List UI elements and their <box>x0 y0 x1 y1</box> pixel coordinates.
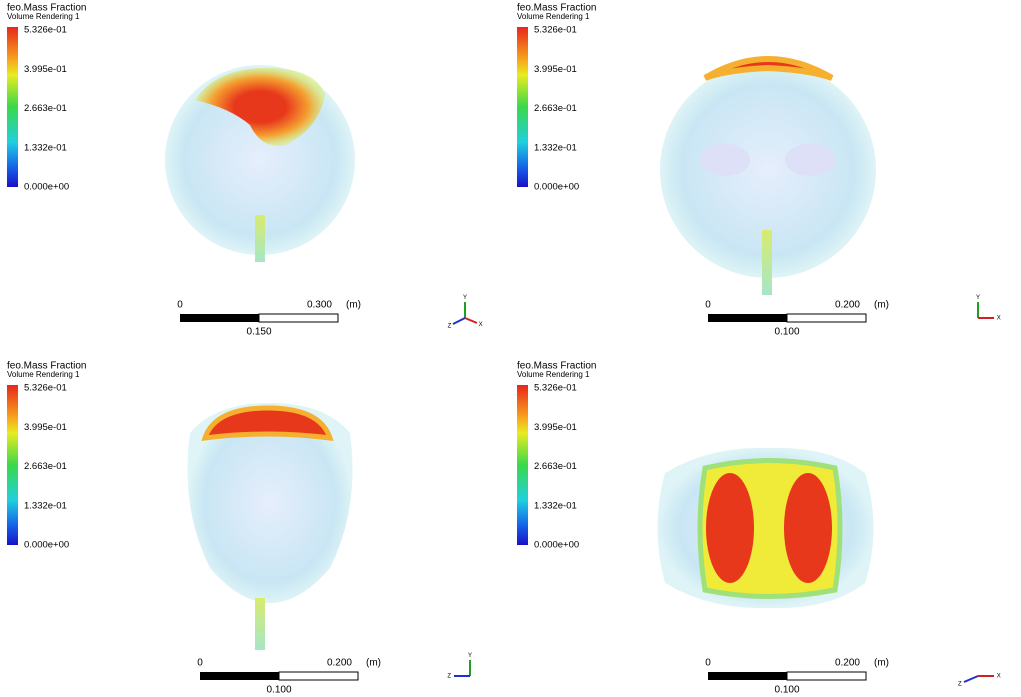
scale-end: 0.200 <box>835 300 860 311</box>
cloud <box>785 144 835 176</box>
scale-bar-white <box>259 314 338 322</box>
legend-label: 2.663e-01 <box>24 103 67 114</box>
inlet <box>762 230 772 295</box>
scale-mid: 0.100 <box>774 685 799 696</box>
scale-start: 0 <box>177 300 183 311</box>
axis-label: Y <box>463 295 467 301</box>
scale-mid: 0.100 <box>266 685 291 696</box>
legend-label: 1.332e-01 <box>24 500 67 511</box>
legend-label: 3.995e-01 <box>24 422 67 433</box>
axis-label: Z <box>958 681 962 687</box>
legend-label: 5.326e-01 <box>24 383 67 394</box>
axis-label: X <box>997 674 1001 680</box>
color-bar <box>517 385 528 545</box>
legend-label: 1.332e-01 <box>534 142 577 153</box>
scale-bar-white <box>787 672 866 680</box>
legend-label: 3.995e-01 <box>24 64 67 75</box>
scale-bar-white <box>787 314 866 322</box>
legend-label: 0.000e+00 <box>534 182 579 193</box>
scale-end: 0.200 <box>835 658 860 669</box>
scale-start: 0 <box>705 658 711 669</box>
scale-bar-black <box>708 314 787 322</box>
scale-bar-black <box>708 672 787 680</box>
inlet <box>255 215 265 262</box>
scale-start: 0 <box>197 658 203 669</box>
color-bar <box>7 27 18 187</box>
legend-subtitle: Volume Rendering 1 <box>517 370 590 379</box>
scale-end: 0.300 <box>307 300 332 311</box>
inlet <box>255 598 265 650</box>
axis-label: Z <box>448 323 452 329</box>
legend-label: 2.663e-01 <box>24 461 67 472</box>
legend-label: 0.000e+00 <box>24 182 69 193</box>
screenshot: feo.Mass FractionVolume Rendering 15.326… <box>0 0 1021 697</box>
legend-label: 2.663e-01 <box>534 103 577 114</box>
cloud <box>700 144 750 176</box>
legend-label: 3.995e-01 <box>534 64 577 75</box>
legend-label: 1.332e-01 <box>534 500 577 511</box>
legend-label: 3.995e-01 <box>534 422 577 433</box>
legend-subtitle: Volume Rendering 1 <box>7 12 80 21</box>
legend-label: 1.332e-01 <box>24 142 67 153</box>
legend-subtitle: Volume Rendering 1 <box>517 12 590 21</box>
legend-subtitle: Volume Rendering 1 <box>7 370 80 379</box>
scale-bar-black <box>200 672 279 680</box>
hot-core <box>706 473 754 583</box>
scale-unit: (m) <box>366 658 381 669</box>
legend-label: 2.663e-01 <box>534 461 577 472</box>
scale-bar-white <box>279 672 358 680</box>
legend-label: 5.326e-01 <box>534 25 577 36</box>
scale-unit: (m) <box>874 300 889 311</box>
axis-arrow <box>465 318 477 323</box>
legend-label: 5.326e-01 <box>24 25 67 36</box>
legend-label: 5.326e-01 <box>534 383 577 394</box>
axis-label: X <box>997 316 1001 322</box>
hot-core <box>784 473 832 583</box>
axis-label: Y <box>976 295 980 301</box>
scale-mid: 0.100 <box>774 327 799 338</box>
axis-arrow <box>964 676 978 682</box>
axis-label: X <box>479 322 483 328</box>
axis-arrow <box>453 318 465 324</box>
scale-unit: (m) <box>874 658 889 669</box>
color-bar <box>7 385 18 545</box>
axis-label: Z <box>447 674 451 680</box>
scale-unit: (m) <box>346 300 361 311</box>
scale-bar-black <box>180 314 259 322</box>
scale-end: 0.200 <box>327 658 352 669</box>
scale-mid: 0.150 <box>246 327 271 338</box>
scale-start: 0 <box>705 300 711 311</box>
legend-label: 0.000e+00 <box>534 540 579 551</box>
legend-label: 0.000e+00 <box>24 540 69 551</box>
axis-label: Y <box>468 653 472 659</box>
color-bar <box>517 27 528 187</box>
